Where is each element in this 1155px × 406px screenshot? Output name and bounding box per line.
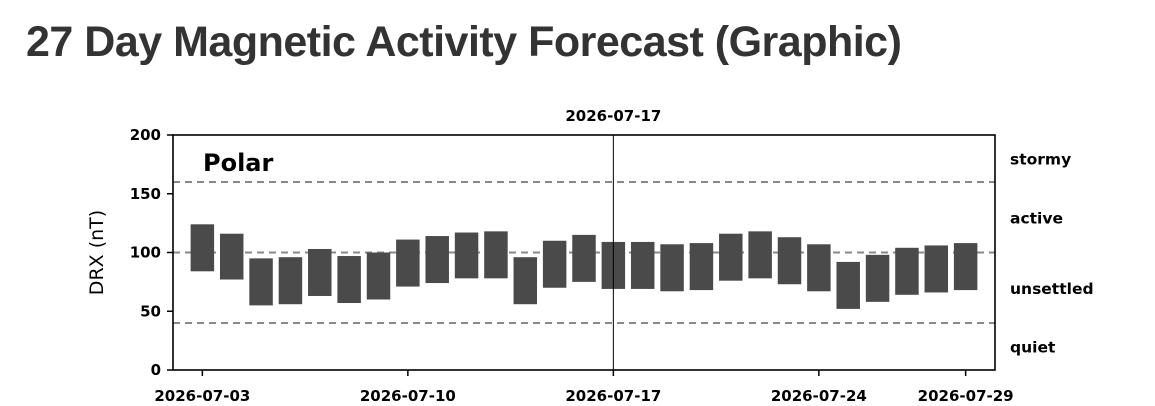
forecast-bar (895, 247, 919, 295)
forecast-bar (249, 258, 273, 306)
x-tick-label: 2026-07-03 (154, 387, 250, 405)
x-tick-label: 2026-07-17 (565, 387, 661, 405)
forecast-bar (836, 261, 860, 309)
forecast-bar (748, 231, 772, 279)
forecast-bar (572, 234, 596, 282)
forecast-bar (807, 244, 831, 292)
forecast-bar (454, 232, 479, 279)
zone-label: quiet (1010, 339, 1056, 357)
current-date-label: 2026-07-17 (565, 107, 661, 125)
x-axis-ticks: 2026-07-03 2026-07-10 2026-07-17 2026-07-24… (154, 370, 1014, 405)
zone-label: stormy (1010, 151, 1071, 169)
y-tick-label: 150 (130, 185, 161, 203)
zone-label: unsettled (1010, 280, 1094, 298)
forecast-bars (190, 224, 978, 309)
forecast-bar (924, 245, 949, 293)
forecast-bar (396, 239, 420, 287)
forecast-bar (337, 256, 361, 304)
forecast-bar (542, 240, 567, 288)
zone-label: active (1010, 209, 1063, 227)
forecast-bar (278, 257, 303, 305)
y-axis-label: DRX (nT) (86, 210, 108, 295)
forecast-bar (308, 248, 332, 296)
forecast-bar (719, 233, 743, 281)
y-axis-ticks: 0 50 100 150 200 (130, 126, 173, 379)
forecast-bar (190, 224, 215, 272)
forecast-bar (865, 254, 890, 302)
y-tick-label: 100 (130, 244, 161, 262)
forecast-bar (219, 233, 244, 280)
y-tick-label: 0 (151, 361, 161, 379)
forecast-bar (777, 237, 802, 285)
y-tick-label: 200 (130, 126, 161, 144)
page-title: 27 Day Magnetic Activity Forecast (Graph… (26, 18, 902, 66)
activity-zone-labels: stormy active unsettled quiet (1010, 151, 1094, 357)
forecast-bar (513, 257, 538, 305)
x-tick-label: 2026-07-10 (360, 387, 456, 405)
forecast-bar (630, 241, 655, 289)
y-tick-label: 50 (140, 302, 161, 320)
x-tick-label: 2026-07-29 (918, 387, 1014, 405)
forecast-bar (689, 243, 714, 291)
panel-label: Polar (203, 149, 274, 177)
forecast-bar (366, 252, 391, 300)
forecast-bar (953, 243, 978, 291)
x-tick-label: 2026-07-24 (771, 387, 867, 405)
forecast-bar (425, 236, 449, 284)
forecast-bar (484, 231, 508, 279)
forecast-bar (660, 244, 684, 292)
